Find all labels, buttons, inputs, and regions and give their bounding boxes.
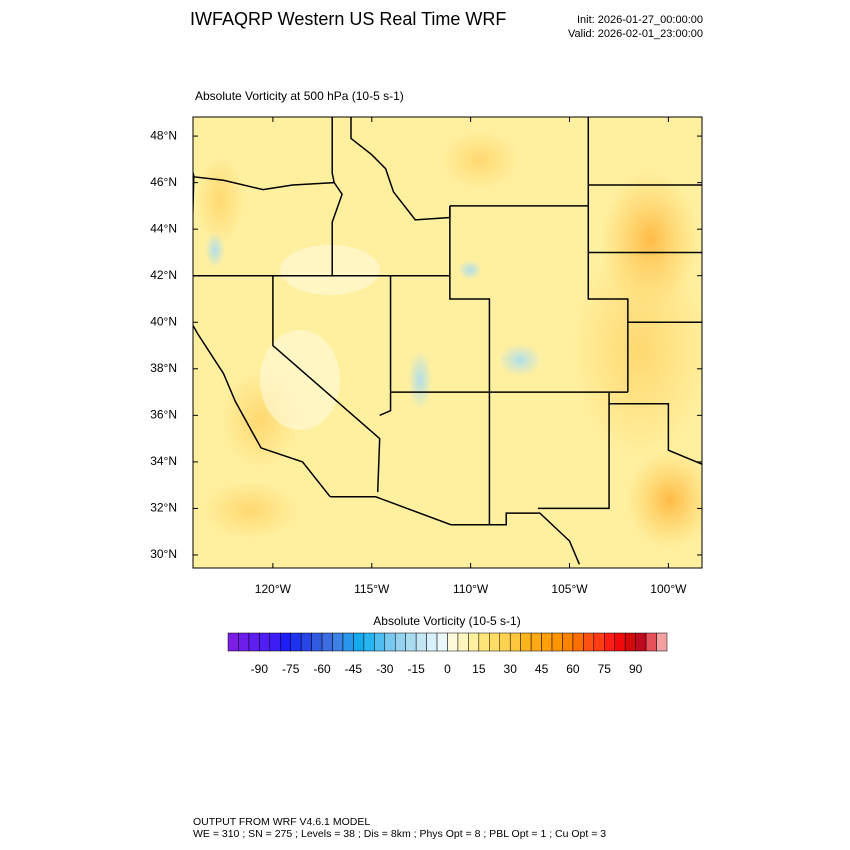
footer-line: OUTPUT FROM WRF V4.6.1 MODEL xyxy=(193,816,370,828)
colorbar-tick-label: 30 xyxy=(504,662,518,676)
boundaries xyxy=(193,117,702,565)
colorbar-box xyxy=(572,632,584,652)
colorbar-box xyxy=(415,632,427,652)
lat-label: 36°N xyxy=(150,408,177,422)
colorbar-box xyxy=(478,632,490,652)
colorbar-box xyxy=(384,632,396,652)
lat-label: 40°N xyxy=(150,314,177,328)
colorbar-box xyxy=(604,632,615,652)
footer-line: WE = 310 ; SN = 275 ; Levels = 38 ; Dis … xyxy=(193,828,606,840)
colorbar-box xyxy=(290,632,302,652)
axes: 48°N 46°N 44°N 42°N 40°N 38°N 36°N 34°N 32°N 30°N… xyxy=(150,117,702,596)
lat-label: 34°N xyxy=(150,454,177,468)
title: IWFAQRP Western US Real Time WRF xyxy=(190,9,506,29)
lat-label: 38°N xyxy=(150,361,177,375)
state-border xyxy=(587,117,629,393)
colorbar-box xyxy=(530,632,542,652)
state-border xyxy=(449,205,491,525)
map-field xyxy=(193,117,702,568)
colorbar-tick-label: 15 xyxy=(472,662,486,676)
map-subtitle: Absolute Vorticity at 500 hPa (10-5 s-1) xyxy=(195,89,404,103)
lat-label: 48°N xyxy=(150,128,177,142)
colorbar-tick-label: -75 xyxy=(282,662,300,676)
lon-label: 115°W xyxy=(354,582,390,596)
colorbar-box xyxy=(468,632,480,652)
colorbar-box xyxy=(300,632,312,652)
colorbar-tick-label: 75 xyxy=(598,662,612,676)
colorbar-box xyxy=(447,632,459,652)
lon-label: 100°W xyxy=(650,582,687,596)
lon-label: 105°W xyxy=(551,582,588,596)
colorbar-box xyxy=(426,632,438,652)
colorbar-tick-label: -15 xyxy=(407,662,425,676)
lat-label: 46°N xyxy=(150,175,177,189)
colorbar-tick-label: 0 xyxy=(444,662,451,676)
state-border xyxy=(379,275,392,417)
colorbar-box xyxy=(353,632,365,652)
colorbar-box xyxy=(593,632,605,652)
colorbar-box xyxy=(269,632,281,652)
colorbar-box xyxy=(614,632,626,652)
colorbar-box xyxy=(248,632,260,652)
lat-label: 32°N xyxy=(150,501,177,515)
colorbar-box xyxy=(583,632,595,652)
init-time: Init: 2026-01-27_00:00:00 xyxy=(577,14,703,26)
state-border xyxy=(331,117,343,276)
valid-time: Valid: 2026-02-01_23:00:00 xyxy=(568,28,703,40)
state-border xyxy=(193,176,335,191)
colorbar-box xyxy=(457,632,469,652)
colorbar-tick-label: 45 xyxy=(535,662,549,676)
colorbar-box xyxy=(489,632,501,652)
lat-label: 30°N xyxy=(150,547,177,561)
colorbar-box xyxy=(405,632,417,652)
state-border xyxy=(193,170,331,498)
map-frame xyxy=(192,116,703,569)
lon-label: 110°W xyxy=(453,582,489,596)
colorbar-box xyxy=(374,632,386,652)
colorbar-box xyxy=(499,632,511,652)
colorbar-tick-label: -60 xyxy=(313,662,331,676)
state-border xyxy=(537,392,610,510)
colorbar-tick-label: 60 xyxy=(566,662,580,676)
colorbar-box xyxy=(227,632,239,652)
colorbar-box xyxy=(551,632,563,652)
colorbar-label: Absolute Vorticity (10-5 s-1) xyxy=(373,614,520,628)
colorbar-box xyxy=(321,632,333,652)
colorbar: -90 -75 -60 -45 -30 -15 0 15 30 45 60 75 90 xyxy=(227,632,668,676)
colorbar-tick-label: 90 xyxy=(629,662,643,676)
colorbar-tick-label: -90 xyxy=(251,662,269,676)
colorbar-box xyxy=(363,632,375,652)
colorbar-box xyxy=(624,632,636,652)
colorbar-box xyxy=(520,632,532,652)
colorbar-box xyxy=(645,632,657,652)
colorbar-box xyxy=(280,632,291,652)
state-border xyxy=(350,117,451,221)
state-border xyxy=(609,402,702,465)
colorbar-box xyxy=(342,632,354,652)
colorbar-tick-label: -45 xyxy=(345,662,363,676)
lon-label: 120°W xyxy=(255,582,292,596)
colorbar-box xyxy=(311,632,323,652)
colorbar-box xyxy=(394,632,406,652)
colorbar-box xyxy=(562,632,574,652)
colorbar-box xyxy=(541,632,553,652)
lat-label: 42°N xyxy=(150,268,177,282)
lat-label: 44°N xyxy=(150,221,177,235)
colorbar-box xyxy=(259,632,271,652)
colorbar-box xyxy=(436,632,448,652)
state-border xyxy=(272,275,381,493)
state-border xyxy=(330,496,581,565)
colorbar-box xyxy=(656,632,668,652)
colorbar-tick-label: -30 xyxy=(376,662,394,676)
colorbar-box xyxy=(238,632,250,652)
colorbar-box xyxy=(635,632,647,652)
colorbar-box xyxy=(332,632,344,652)
colorbar-box xyxy=(509,632,521,652)
